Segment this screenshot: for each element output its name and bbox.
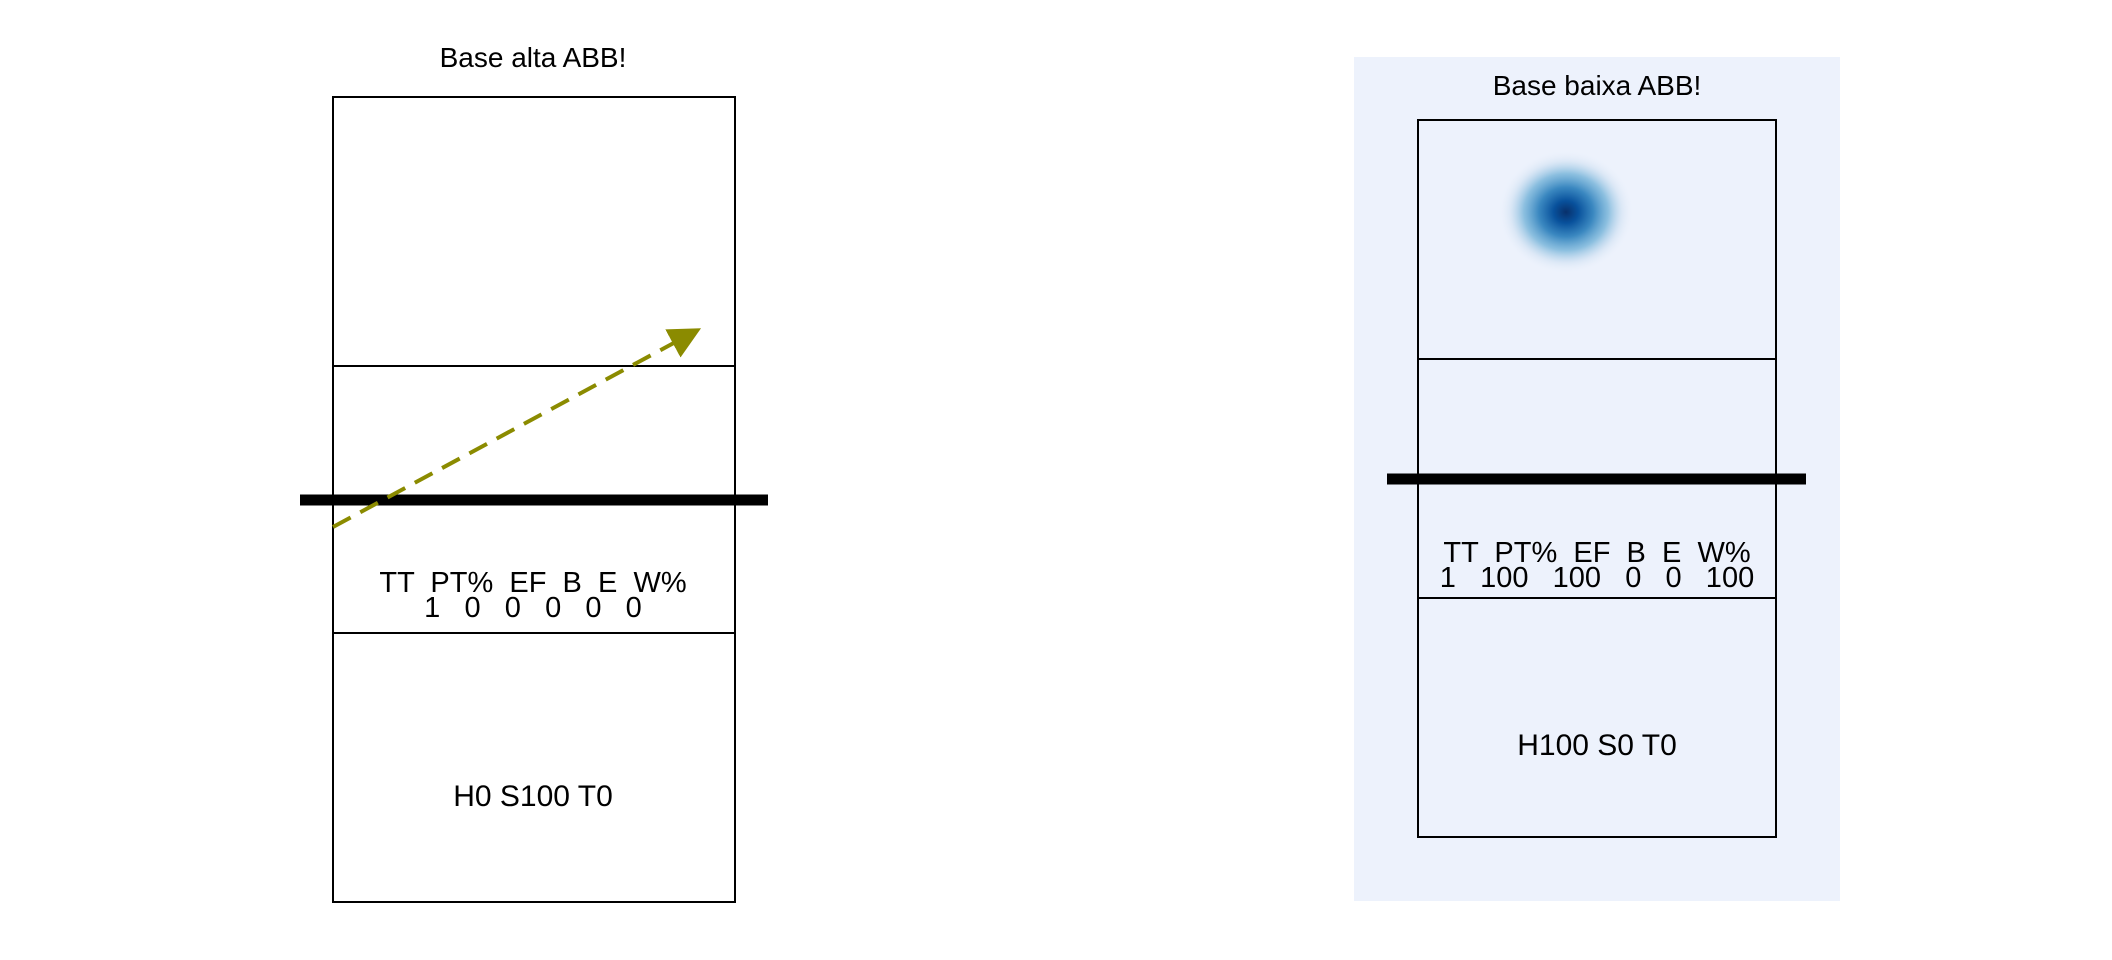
court-left-attack-arrow — [332, 328, 702, 529]
court-right-stats-header: TT PT% EF B E W% — [1443, 537, 1750, 569]
court-left-stats-values: 1 0 0 0 0 0 — [424, 592, 642, 624]
court-right-distribution: H100 S0 T0 — [1517, 729, 1677, 762]
court-right: Base baixa ABB! TT PT% EF B E W% 1 100 1… — [1354, 57, 1840, 901]
court-right-stats-values: 1 100 100 0 0 100 — [1440, 562, 1754, 594]
court-right-heatmap-blob — [1498, 150, 1634, 274]
court-left-distribution: H0 S100 T0 — [453, 780, 613, 813]
court-left-stats-header: TT PT% EF B E W% — [379, 567, 686, 599]
court-right-title: Base baixa ABB! — [1493, 70, 1702, 101]
court-left: Base alta ABB! TT PT% EF B E W% 1 0 0 0 … — [300, 42, 768, 903]
court-left-title: Base alta ABB! — [440, 42, 627, 73]
